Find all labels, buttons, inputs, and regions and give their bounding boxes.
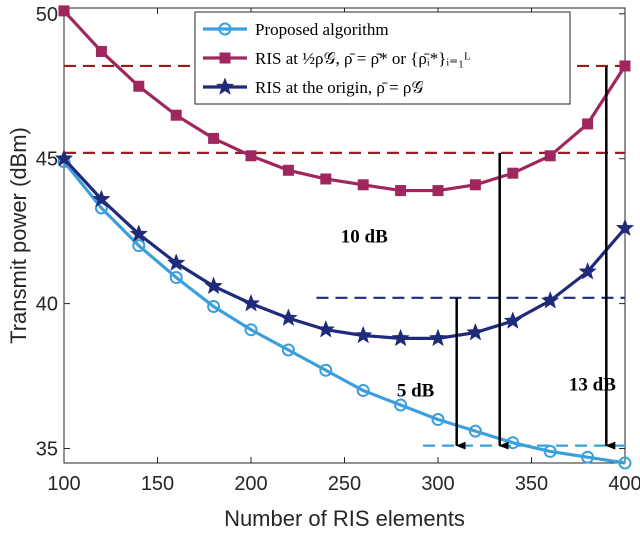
data-point <box>543 444 557 458</box>
data-point <box>204 276 223 295</box>
data-point <box>391 328 410 347</box>
data-point <box>133 80 145 92</box>
data-point <box>357 179 369 191</box>
data-point <box>544 150 556 162</box>
legend-marker <box>219 52 231 64</box>
data-point <box>241 293 261 312</box>
annotation-label: 13 dB <box>569 375 616 396</box>
data-point <box>245 150 257 162</box>
data-point <box>320 173 332 185</box>
legend-label: RIS at the origin, ρ̄ = ρ𝒢 <box>255 78 424 97</box>
data-point <box>208 132 220 144</box>
data-point <box>469 179 481 191</box>
x-tick-label: 350 <box>515 473 548 495</box>
legend-marker <box>218 22 232 36</box>
data-point <box>395 185 407 197</box>
data-point <box>540 291 560 309</box>
series-line <box>62 160 626 465</box>
data-point <box>244 323 258 337</box>
legend: Proposed algorithm RIS at ½ρ𝒢, ρ̄ = ρ̄* o… <box>194 11 571 105</box>
data-point <box>316 319 336 338</box>
data-point <box>279 308 298 326</box>
x-axis-label: Number of RIS elements <box>224 506 465 531</box>
data-point <box>432 185 444 197</box>
data-point <box>58 5 70 17</box>
data-point <box>353 325 373 344</box>
legend-label: Proposed algorithm <box>255 20 389 39</box>
data-point <box>618 456 632 470</box>
legend-box <box>194 11 571 105</box>
legend-item: Proposed algorithm <box>203 20 389 39</box>
data-point <box>132 239 146 253</box>
data-point <box>428 328 448 347</box>
data-point <box>170 109 182 121</box>
data-point <box>207 300 221 314</box>
data-point <box>615 218 635 237</box>
annotation-label: 5 dB <box>397 380 435 401</box>
legend-item: RIS at ½ρ𝒢, ρ̄ = ρ̄* or {ρ̄ᵢ*}ᵢ₌₁ᴸ <box>203 49 470 68</box>
data-point <box>281 343 295 357</box>
series-1 <box>58 5 631 197</box>
x-tick-label: 150 <box>141 473 174 495</box>
data-point <box>166 253 186 271</box>
legend-marker <box>215 77 235 95</box>
data-point <box>503 311 523 329</box>
data-point <box>507 167 519 179</box>
y-tick-label: 50 <box>36 4 58 26</box>
data-point <box>581 450 595 464</box>
y-axis-label: Transmit power (dBm) <box>6 127 31 344</box>
data-point <box>95 45 107 57</box>
x-tick-label: 250 <box>328 473 361 495</box>
data-point <box>92 189 111 208</box>
data-point <box>356 384 370 398</box>
data-point <box>431 413 445 427</box>
y-tick-label: 40 <box>36 294 58 316</box>
data-point <box>466 322 485 341</box>
x-tick-label: 200 <box>234 473 267 495</box>
data-point <box>169 271 183 285</box>
x-tick-label: 400 <box>608 473 640 495</box>
y-tick-label: 35 <box>36 439 58 461</box>
data-point <box>54 148 74 167</box>
data-point <box>582 118 594 130</box>
series-0 <box>57 155 632 470</box>
series-line <box>62 9 627 193</box>
data-point <box>282 164 294 176</box>
y-tick-label: 45 <box>36 149 58 171</box>
series-2 <box>54 148 635 347</box>
legend-item: RIS at the origin, ρ̄ = ρ𝒢 <box>203 77 424 97</box>
data-point <box>619 60 631 72</box>
data-point <box>319 363 333 377</box>
legend-label: RIS at ½ρ𝒢, ρ̄ = ρ̄* or {ρ̄ᵢ*}ᵢ₌₁ᴸ <box>255 49 470 68</box>
data-point <box>578 262 597 280</box>
series-line <box>62 157 627 340</box>
data-point <box>468 424 482 438</box>
annotation-label: 10 dB <box>341 227 388 248</box>
data-point <box>394 398 408 412</box>
x-tick-label: 300 <box>421 473 454 495</box>
x-tick-label: 100 <box>47 473 80 495</box>
data-point <box>129 224 149 242</box>
